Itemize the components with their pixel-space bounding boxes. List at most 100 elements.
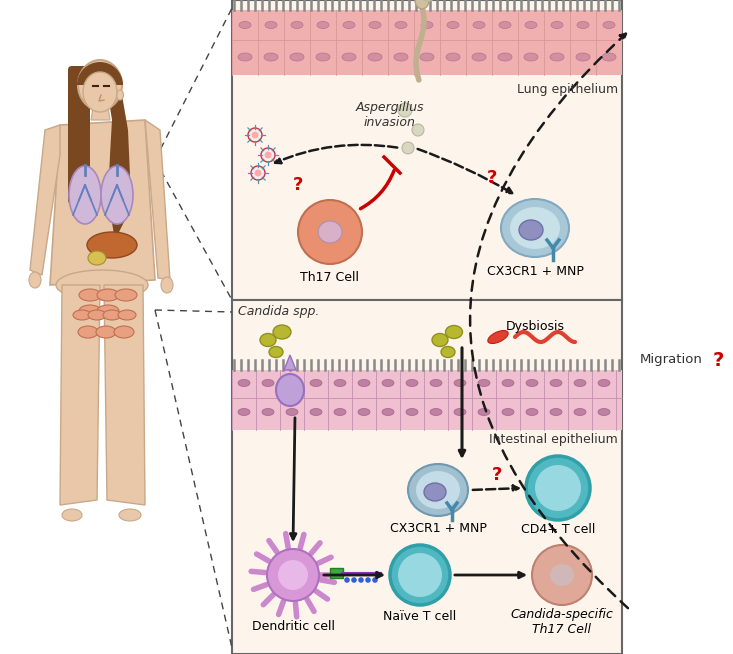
Ellipse shape (499, 22, 511, 29)
Ellipse shape (446, 326, 463, 339)
Circle shape (412, 124, 424, 136)
Ellipse shape (473, 22, 485, 29)
Ellipse shape (502, 409, 514, 415)
Ellipse shape (62, 509, 82, 521)
Ellipse shape (502, 379, 514, 387)
Ellipse shape (551, 22, 563, 29)
Ellipse shape (269, 347, 283, 358)
Circle shape (254, 169, 262, 177)
Ellipse shape (430, 379, 442, 387)
Ellipse shape (394, 53, 408, 61)
Ellipse shape (101, 166, 133, 224)
Text: CX3CR1 + MNP: CX3CR1 + MNP (389, 522, 487, 535)
Bar (232, 300, 622, 654)
Bar (232, 0, 622, 300)
Ellipse shape (526, 379, 538, 387)
Ellipse shape (334, 409, 346, 415)
Text: Dendritic cell: Dendritic cell (251, 620, 334, 633)
Ellipse shape (291, 22, 303, 29)
Circle shape (419, 0, 437, 1)
Ellipse shape (519, 220, 543, 240)
Text: Aspergillus
invasion: Aspergillus invasion (356, 101, 424, 129)
Ellipse shape (343, 22, 355, 29)
Ellipse shape (115, 289, 137, 301)
Circle shape (526, 456, 590, 520)
Ellipse shape (574, 379, 586, 387)
Ellipse shape (238, 409, 250, 415)
Ellipse shape (56, 270, 148, 300)
Ellipse shape (88, 310, 106, 320)
Ellipse shape (501, 199, 569, 257)
Ellipse shape (368, 53, 382, 61)
Ellipse shape (550, 379, 562, 387)
Ellipse shape (238, 379, 250, 387)
Ellipse shape (117, 90, 123, 100)
Ellipse shape (408, 464, 468, 516)
Circle shape (265, 152, 271, 158)
Circle shape (535, 465, 581, 511)
Ellipse shape (334, 379, 346, 387)
Ellipse shape (69, 166, 101, 224)
Ellipse shape (454, 409, 466, 415)
Polygon shape (145, 120, 170, 280)
Ellipse shape (430, 409, 442, 415)
Ellipse shape (550, 53, 564, 61)
Ellipse shape (478, 379, 490, 387)
Circle shape (532, 545, 592, 605)
Text: ?: ? (492, 466, 502, 484)
Ellipse shape (524, 53, 538, 61)
Text: Naïve T cell: Naïve T cell (383, 610, 457, 623)
Ellipse shape (574, 409, 586, 415)
Circle shape (351, 577, 357, 583)
Ellipse shape (118, 310, 136, 320)
Ellipse shape (262, 409, 274, 415)
Ellipse shape (406, 379, 418, 387)
Polygon shape (284, 355, 296, 370)
Wedge shape (77, 62, 123, 85)
Circle shape (267, 549, 319, 601)
Ellipse shape (382, 379, 394, 387)
Ellipse shape (421, 22, 433, 29)
Polygon shape (60, 285, 100, 505)
Text: Lung epithelium: Lung epithelium (517, 84, 618, 97)
Ellipse shape (441, 347, 455, 358)
Ellipse shape (447, 22, 459, 29)
Ellipse shape (526, 409, 538, 415)
Ellipse shape (262, 379, 274, 387)
Ellipse shape (161, 277, 173, 293)
Ellipse shape (96, 326, 116, 338)
Circle shape (402, 142, 414, 154)
Polygon shape (30, 125, 60, 275)
Ellipse shape (576, 53, 590, 61)
Text: CD4+ T cell: CD4+ T cell (521, 523, 595, 536)
Ellipse shape (79, 305, 101, 317)
Text: Dysbiosis: Dysbiosis (506, 320, 564, 333)
Polygon shape (50, 120, 155, 285)
Text: Migration: Migration (640, 354, 703, 366)
Text: Th17 Cell: Th17 Cell (301, 271, 359, 284)
Circle shape (365, 577, 371, 583)
Bar (330, 568, 343, 578)
Ellipse shape (78, 60, 122, 110)
Ellipse shape (276, 374, 304, 406)
Ellipse shape (273, 325, 291, 339)
Ellipse shape (317, 22, 329, 29)
Ellipse shape (290, 53, 304, 61)
Ellipse shape (78, 326, 98, 338)
Ellipse shape (603, 22, 615, 29)
Circle shape (251, 131, 259, 139)
Ellipse shape (87, 232, 137, 258)
Ellipse shape (478, 409, 490, 415)
Ellipse shape (598, 379, 610, 387)
Circle shape (298, 200, 362, 264)
Ellipse shape (406, 409, 418, 415)
Ellipse shape (446, 53, 460, 61)
Ellipse shape (29, 272, 41, 288)
Ellipse shape (395, 22, 407, 29)
Ellipse shape (369, 22, 381, 29)
Text: ?: ? (712, 351, 723, 370)
Ellipse shape (342, 53, 356, 61)
Ellipse shape (260, 334, 276, 347)
Ellipse shape (310, 379, 322, 387)
Ellipse shape (88, 251, 106, 265)
